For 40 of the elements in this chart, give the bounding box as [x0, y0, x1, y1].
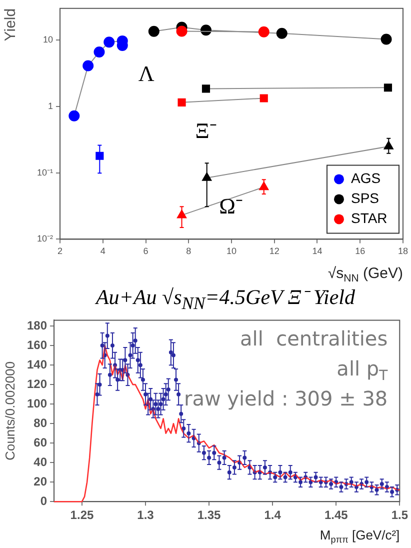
y-tick-label: 80	[34, 416, 48, 430]
x-tick-label: 8	[186, 246, 192, 256]
y-tick-label: 0	[40, 494, 48, 508]
annotation: Λ	[138, 61, 154, 86]
x-tick-label: 1.45	[324, 508, 348, 522]
x-tick-label: 16	[355, 246, 366, 256]
y-axis-title: Counts/0.002000	[2, 361, 18, 460]
x-tick-label: 18	[398, 246, 408, 256]
x-tick-label: 6	[143, 246, 148, 256]
legend-label: STAR	[350, 210, 388, 226]
y-tick-label: 140	[26, 357, 48, 372]
y-tick-label: 10	[42, 34, 54, 45]
x-tick-label: 1.3	[137, 508, 154, 522]
y-tick-label: 20	[34, 474, 48, 488]
y-axis-title: Yield	[2, 8, 20, 42]
x-tick-label: 1.35	[197, 508, 222, 522]
annotation: raw yield : 309 ± 38	[184, 386, 388, 410]
annotation: Ξ⁻	[195, 118, 216, 144]
legend-label: AGS	[350, 170, 381, 186]
y-tick-label: 160	[26, 338, 48, 352]
y-tick-label: 1	[48, 100, 54, 111]
x-tick-label: 12	[269, 246, 280, 256]
chart-title: Au+Au √s$_{NN}$=4.5GeV Ξ⁻ Yield	[94, 284, 356, 314]
y-tick-label: 10⁻¹	[36, 167, 54, 178]
annotation: Ω⁻	[219, 194, 243, 219]
annotation: all centralities	[240, 326, 388, 350]
y-tick-label: 10⁻²	[36, 234, 54, 244]
x-tick-label: 14	[312, 246, 322, 256]
x-tick-label: 1.25	[70, 508, 94, 522]
y-tick-label: 180	[26, 318, 48, 332]
y-tick-label: 120	[26, 376, 48, 391]
legend-label: SPS	[350, 190, 380, 206]
x-tick-label: 4	[100, 246, 106, 256]
x-tick-label: 1.5	[391, 508, 408, 522]
y-tick-label: 40	[34, 454, 48, 469]
y-tick-label: 100	[26, 396, 48, 410]
x-tick-label: 1.4	[264, 508, 282, 522]
x-tick-label: 10	[226, 246, 237, 256]
y-tick-label: 60	[34, 435, 48, 450]
x-tick-label: 2	[58, 246, 63, 256]
